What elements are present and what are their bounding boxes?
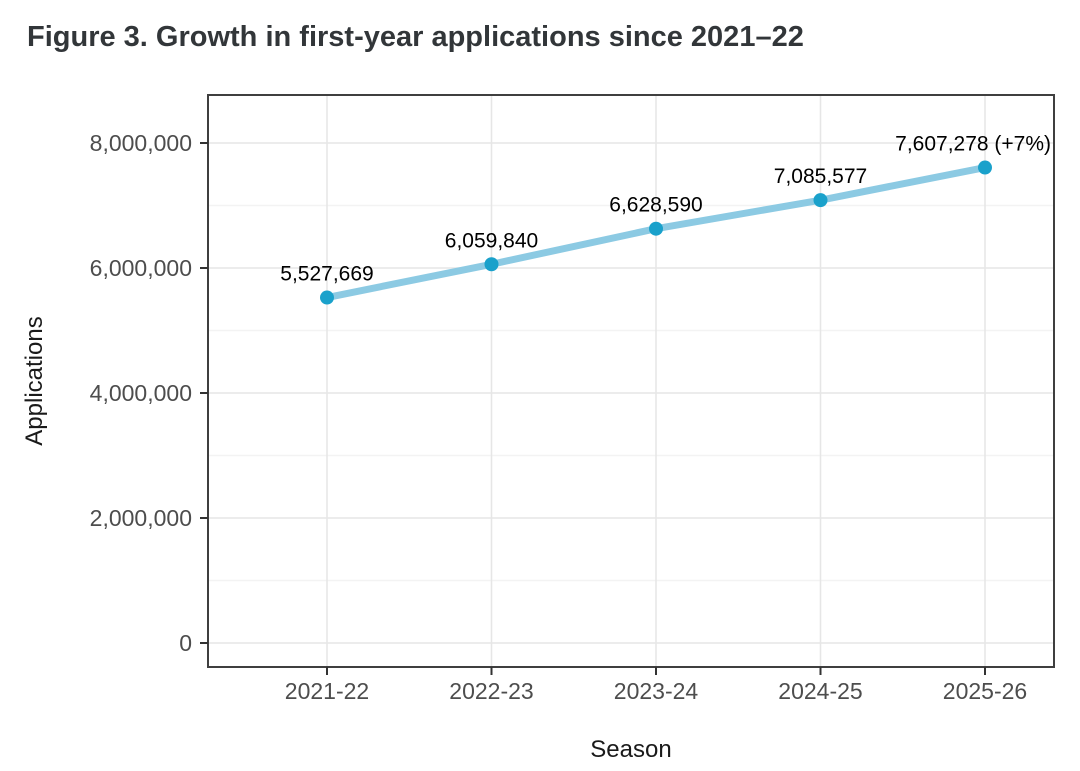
data-point-2021-22 <box>320 290 334 305</box>
x-tick-label-2024-25: 2024-25 <box>778 678 862 704</box>
point-label-2022-23: 6,059,840 <box>445 229 538 252</box>
data-point-2025-26 <box>978 160 992 175</box>
y-tick-label-2: 4,000,000 <box>90 380 192 406</box>
point-label-2024-25: 7,085,577 <box>774 165 867 188</box>
y-tick-label-0: 0 <box>179 630 192 656</box>
x-tick-label-2023-24: 2023-24 <box>614 678 699 704</box>
figure-title: Figure 3. Growth in first-year applicati… <box>27 21 804 53</box>
y-tick-marks <box>200 142 208 644</box>
y-tick-label-1: 2,000,000 <box>90 505 192 531</box>
point-label-2025-26: 7,607,278 (+7%) <box>895 133 1051 156</box>
data-point-2024-25 <box>813 193 828 208</box>
x-tick-label-2021-22: 2021-22 <box>285 678 369 704</box>
y-gridlines-minor <box>208 204 1054 582</box>
y-tick-label-3: 6,000,000 <box>90 255 192 281</box>
data-point-2022-23 <box>484 257 499 272</box>
panel-border <box>207 94 1055 668</box>
point-label-2021-22: 5,527,669 <box>280 263 373 286</box>
x-gridlines-major <box>326 95 986 667</box>
y-tick-label-4: 8,000,000 <box>90 130 192 156</box>
y-gridlines-major <box>208 142 1054 644</box>
point-label-2023-24: 6,628,590 <box>609 194 702 217</box>
y-axis-title: Applications <box>21 316 48 445</box>
data-point-2023-24 <box>649 221 663 236</box>
x-tick-marks <box>326 667 986 675</box>
x-axis-title: Season <box>590 736 671 763</box>
x-tick-label-2025-26: 2025-26 <box>943 678 1027 704</box>
x-tick-label-2022-23: 2022-23 <box>449 678 533 704</box>
